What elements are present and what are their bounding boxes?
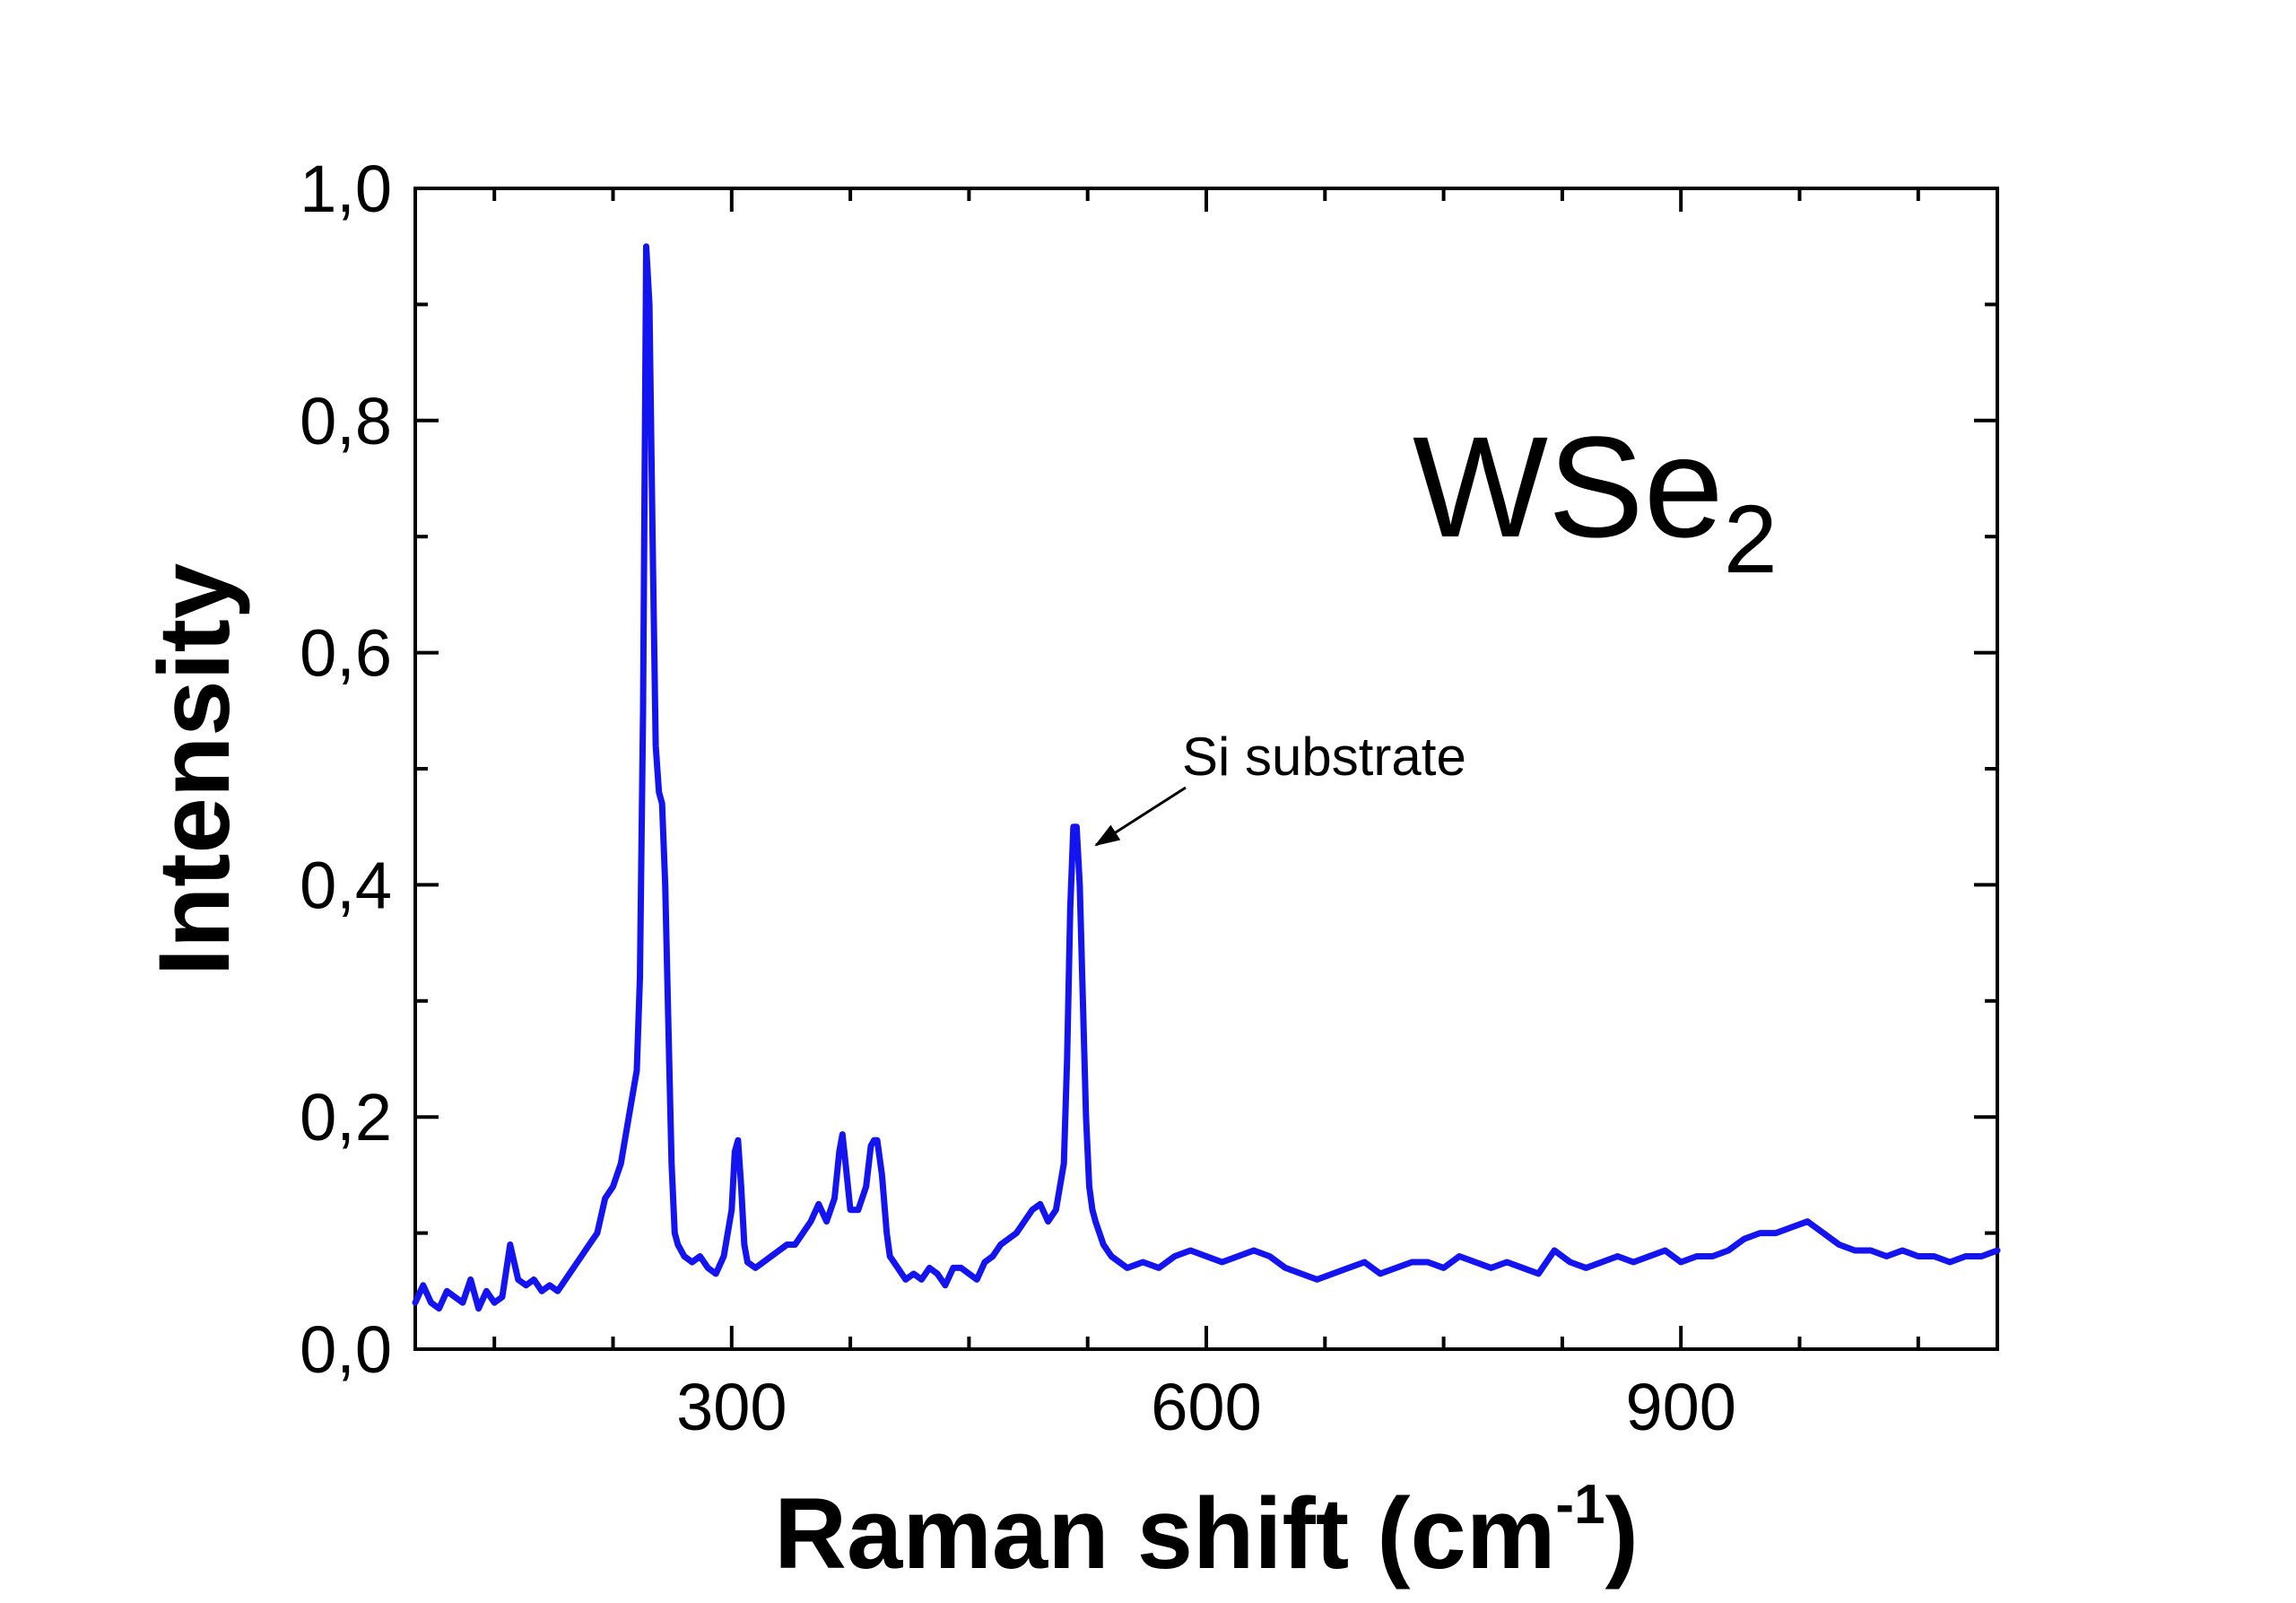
x-tick-label: 900 — [1625, 1370, 1735, 1444]
y-tick-label: 0,2 — [300, 1080, 392, 1154]
y-tick-label: 0,4 — [300, 848, 392, 922]
x-axis-title: Raman shift (cm-1) — [774, 1474, 1639, 1590]
sample-label: WSe2 — [1413, 406, 1778, 593]
axis-tick-labels: 300 600 900 0,0 0,2 0,4 0,6 0,8 1,0 — [300, 152, 1736, 1444]
y-tick-label: 0,6 — [300, 616, 392, 691]
y-tick-label: 0,0 — [300, 1312, 392, 1387]
x-tick-label: 600 — [1151, 1370, 1261, 1444]
y-axis-title: Intensity — [138, 563, 250, 977]
annotation-arrow — [1094, 786, 1187, 847]
y-tick-label: 1,0 — [300, 152, 392, 226]
x-tick-label: 300 — [676, 1370, 787, 1444]
si-substrate-annotation: Si substrate — [1182, 727, 1466, 787]
series-line — [412, 243, 2001, 1312]
y-tick-label: 0,8 — [300, 384, 392, 458]
axis-ticks — [415, 188, 1997, 1349]
